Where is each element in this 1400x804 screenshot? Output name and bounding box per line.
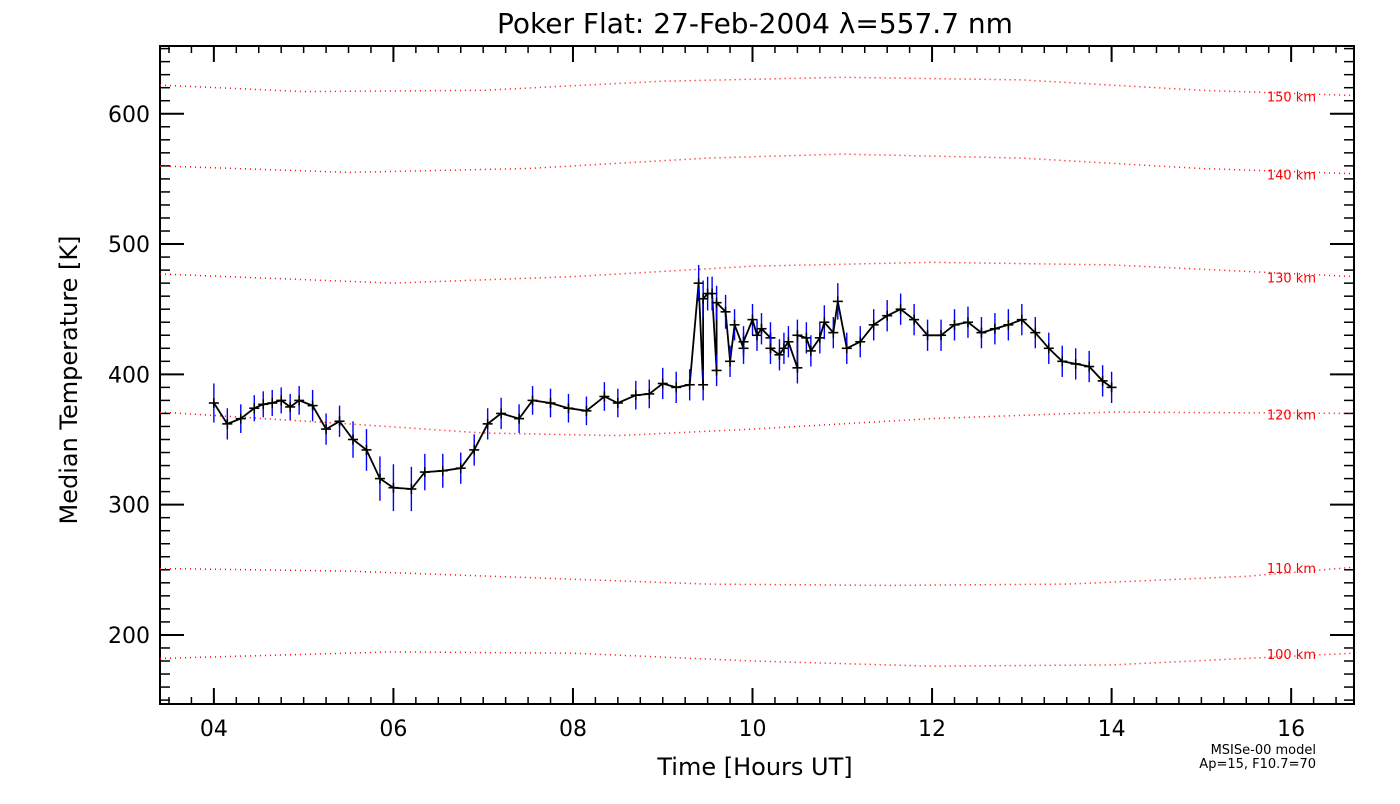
model-curve-110-km [159, 566, 1355, 587]
model-curve-label: 140 km [1267, 169, 1316, 184]
x-axis-label: Time [Hours UT] [656, 753, 852, 781]
model-curve-label: 110 km [1267, 562, 1316, 577]
model-curve-label: 130 km [1267, 272, 1316, 287]
model-curve-150-km [159, 76, 1355, 97]
model-curve-label: 150 km [1267, 91, 1316, 106]
model-curve-100-km [159, 651, 1355, 667]
model-curves-layer: 150 km 140 km 130 km 120 km 110 km 100 km [159, 76, 1355, 667]
x-tick-label: 14 [1098, 717, 1126, 742]
ticks-layer: 04 06 08 10 12 14 16 200 300 400 500 600 [108, 46, 1354, 742]
model-curve-130-km [159, 261, 1355, 284]
x-tick-label: 06 [379, 717, 407, 742]
x-tick-label: 08 [559, 717, 587, 742]
model-note: MSISe-00 model [1211, 743, 1316, 758]
y-tick-label: 200 [108, 624, 150, 649]
x-tick-label: 10 [739, 717, 767, 742]
x-tick-label: 16 [1277, 717, 1305, 742]
model-curve-120-km [159, 411, 1355, 437]
model-parameters-note: Ap=15, F10.7=70 [1199, 757, 1316, 772]
model-curve-label: 100 km [1267, 648, 1316, 663]
y-tick-label: 600 [108, 103, 150, 128]
y-tick-label: 500 [108, 233, 150, 258]
plot-frame [159, 45, 1355, 705]
x-tick-label: 04 [200, 717, 228, 742]
model-curve-140-km [159, 153, 1355, 175]
y-tick-label: 400 [108, 363, 150, 388]
x-tick-label: 12 [918, 717, 946, 742]
y-tick-label: 300 [108, 494, 150, 519]
data-series-layer [208, 264, 1117, 512]
model-curve-label: 120 km [1267, 408, 1316, 423]
y-axis-label: Median Temperature [K] [55, 235, 83, 524]
chart-title: Poker Flat: 27-Feb-2004 λ=557.7 nm [497, 7, 1013, 40]
